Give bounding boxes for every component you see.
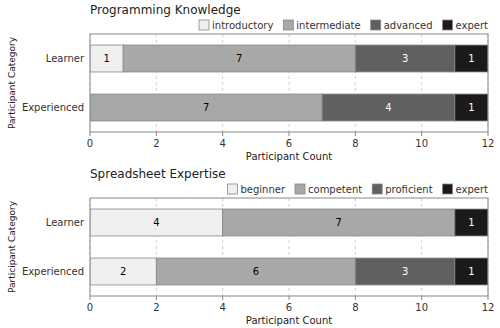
x-tick-label: 0: [87, 138, 93, 149]
legend-entry: intermediate: [296, 20, 360, 31]
figure: Programming Knowledge0246810121731741Lea…: [0, 0, 500, 328]
data-label: 3: [402, 53, 408, 64]
y-tick-label: Experienced: [22, 266, 84, 277]
x-tick: [488, 132, 489, 136]
data-label: 4: [153, 217, 159, 228]
legend-entry: competent: [308, 184, 362, 195]
legend-swatch: [199, 20, 209, 30]
data-label: 1: [468, 217, 474, 228]
x-tick-label: 2: [153, 302, 159, 313]
x-tick-label: 12: [482, 138, 495, 149]
bar-segment: [455, 209, 488, 236]
legend-swatch: [443, 184, 453, 194]
x-tick-label: 2: [153, 138, 159, 149]
chart-title: Spreadsheet Expertise: [90, 167, 226, 181]
bars: [90, 209, 488, 285]
x-tick: [90, 296, 91, 300]
y-tick-label: Experienced: [22, 102, 84, 113]
x-tick-label: 8: [352, 138, 358, 149]
plot-frame: [90, 198, 488, 296]
x-tick-label: 4: [219, 302, 225, 313]
x-axis-label: Participant Count: [246, 151, 332, 162]
legend-swatch: [295, 184, 305, 194]
y-axis-label: Participant Category: [7, 36, 17, 129]
legend-swatch: [372, 184, 382, 194]
data-label: 1: [468, 266, 474, 277]
x-tick: [421, 132, 422, 136]
x-tick: [156, 132, 157, 136]
x-tick-label: 6: [286, 302, 292, 313]
chart-panel: Spreadsheet Expertise0246810124712631Lea…: [7, 167, 494, 326]
legend-entry: proficient: [385, 184, 432, 195]
bar-segment: [90, 209, 223, 236]
x-tick: [488, 296, 489, 300]
bar-segment: [322, 94, 455, 121]
x-tick: [156, 296, 157, 300]
x-tick-label: 0: [87, 302, 93, 313]
chart-panel: Programming Knowledge 0 2 4 6 8 10 12 1 7 3 1 7 4 1 Lea…: [7, 3, 494, 162]
x-tick: [222, 132, 223, 136]
x-tick: [421, 296, 422, 300]
x-tick-label: 8: [352, 302, 358, 313]
plot-frame: [90, 34, 488, 132]
data-label: 3: [402, 266, 408, 277]
data-label: 7: [236, 53, 242, 64]
data-label: 2: [120, 266, 126, 277]
bar-segment: [355, 258, 455, 285]
legend-entry: expert: [456, 20, 489, 31]
y-tick-label: Learner: [46, 217, 85, 228]
legend-entry: advanced: [384, 20, 433, 31]
bar-segment: [90, 94, 322, 121]
bar-segment: [455, 94, 488, 121]
data-labels: 1 7 3 1 7 4 1: [103, 53, 474, 113]
legend-entry: expert: [456, 184, 489, 195]
bars: [90, 45, 488, 121]
data-label: 1: [103, 53, 109, 64]
x-axis-label: Participant Count: [246, 315, 332, 326]
bar-segment: [455, 258, 488, 285]
x-tick-label: 12: [482, 302, 495, 313]
legend-swatch: [283, 20, 293, 30]
data-label: 7: [203, 102, 209, 113]
bar-segment: [90, 45, 123, 72]
data-label: 1: [468, 53, 474, 64]
legend: introductory intermediate advanced expert: [199, 20, 488, 31]
x-tick-label: 4: [219, 138, 225, 149]
x-tick: [289, 132, 290, 136]
data-labels: 4 7 1 2 6 3 1: [120, 217, 475, 277]
x-tick-label: 6: [286, 138, 292, 149]
legend: beginner competent proficient expert: [227, 184, 488, 195]
legend-swatch: [371, 20, 381, 30]
x-tick-label: 10: [415, 302, 428, 313]
x-tick: [289, 296, 290, 300]
data-label: 7: [336, 217, 342, 228]
data-label: 4: [385, 102, 391, 113]
bar-segment: [123, 45, 355, 72]
legend-entry: beginner: [240, 184, 285, 195]
y-tick-label: Learner: [46, 53, 85, 64]
x-tick: [222, 296, 223, 300]
bar-segment: [455, 45, 488, 72]
x-tick: [355, 296, 356, 300]
data-label: 1: [468, 102, 474, 113]
data-label: 6: [253, 266, 259, 277]
legend-entry: introductory: [212, 20, 273, 31]
x-tick: [90, 132, 91, 136]
legend-swatch: [443, 20, 453, 30]
bar-segment: [90, 258, 156, 285]
x-tick: [355, 132, 356, 136]
bar-segment: [355, 45, 455, 72]
chart-title: Programming Knowledge: [90, 3, 241, 17]
x-tick-label: 10: [415, 138, 428, 149]
legend-swatch: [227, 184, 237, 194]
y-axis-label: Participant Category: [7, 200, 17, 293]
bar-segment: [156, 258, 355, 285]
bar-segment: [223, 209, 455, 236]
